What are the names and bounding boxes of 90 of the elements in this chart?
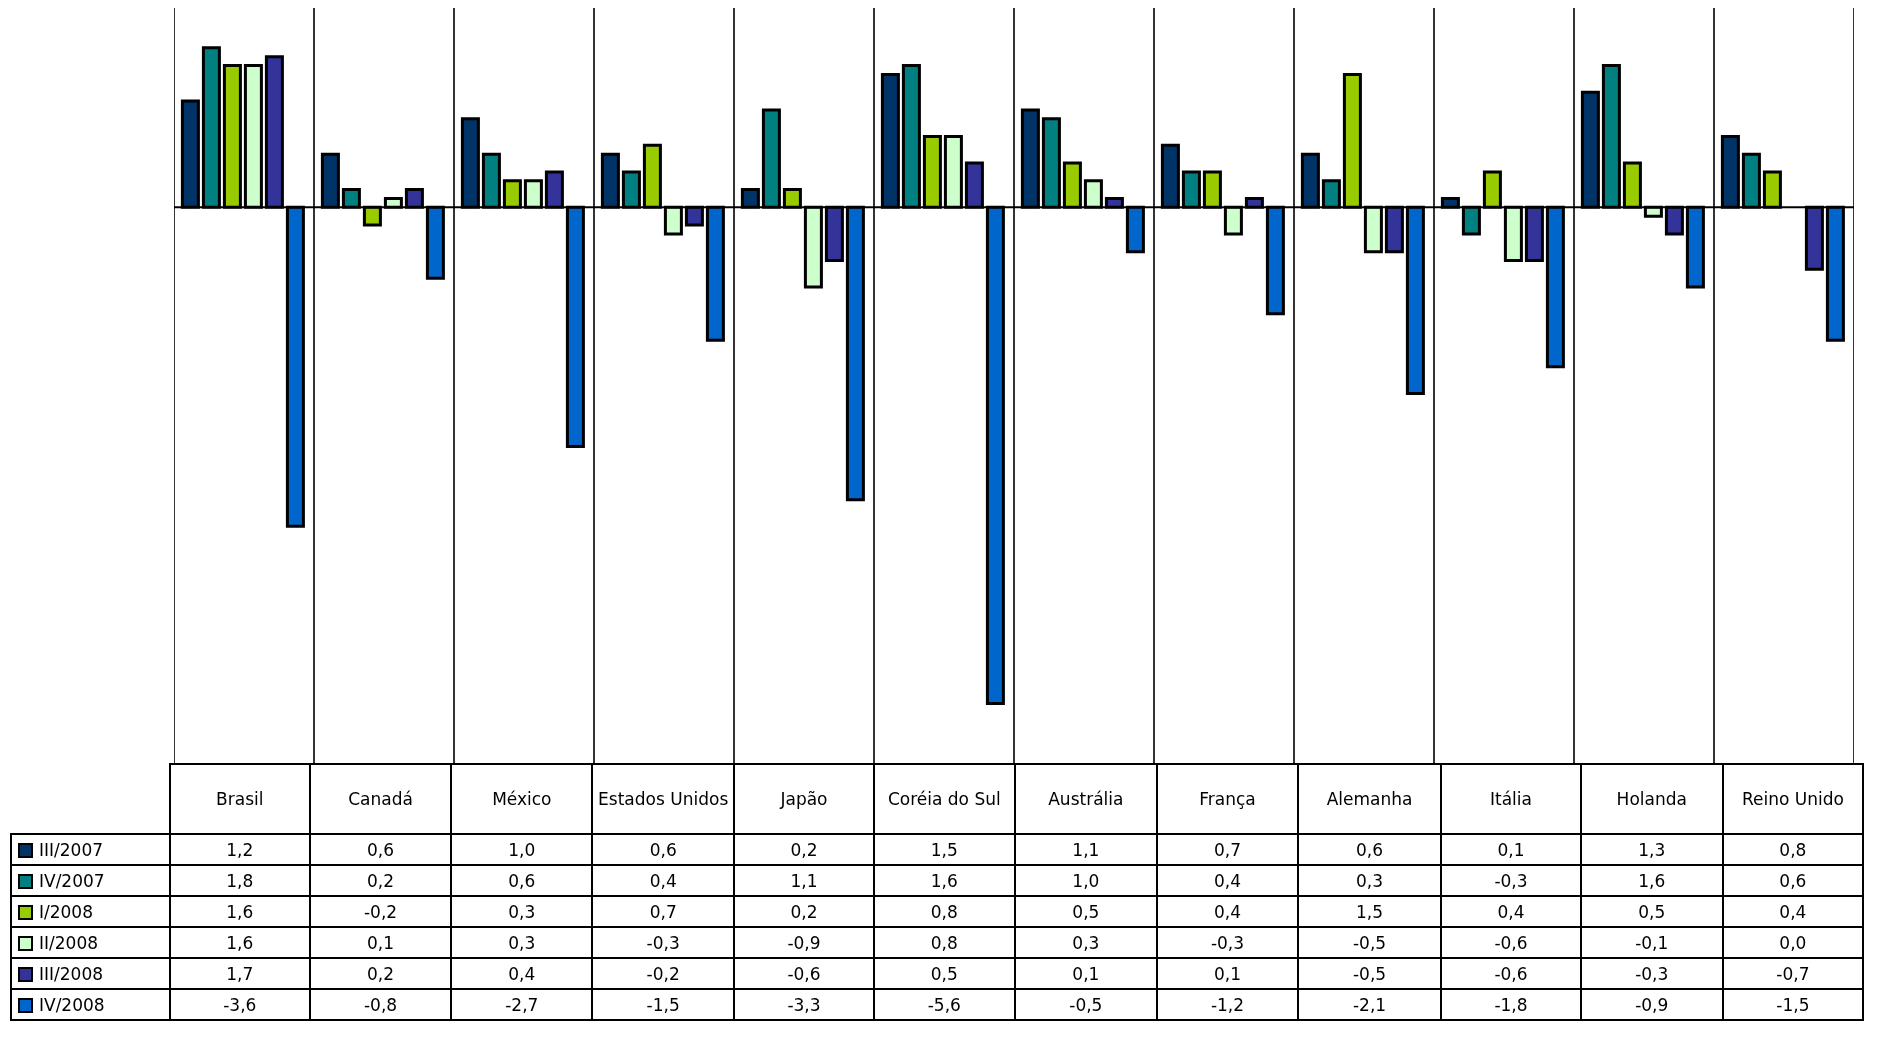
data-label: 0,5 <box>1580 896 1723 927</box>
data-label: -0,8 <box>309 989 452 1020</box>
data-label: 1,5 <box>873 834 1015 865</box>
data-label: -1,5 <box>1722 989 1863 1020</box>
data-label: -3,3 <box>734 989 874 1020</box>
legend-label: IV/2007 <box>39 870 105 891</box>
data-label: -0,9 <box>1580 989 1723 1020</box>
legend-label: I/2008 <box>39 901 94 922</box>
data-label: 0,4 <box>1722 896 1863 927</box>
x-tick-label: Estados Unidos <box>592 764 735 834</box>
data-label: 0,6 <box>592 834 735 865</box>
data-label: 0,8 <box>1722 834 1863 865</box>
legend-label: IV/2008 <box>39 994 105 1015</box>
data-label: 0,2 <box>309 865 452 896</box>
data-label: -0,5 <box>1297 958 1442 989</box>
data-label: 0,5 <box>873 958 1015 989</box>
data-label: -0,5 <box>1014 989 1158 1020</box>
data-label: 1,8 <box>169 865 310 896</box>
data-label: -0,3 <box>1580 958 1723 989</box>
data-label: -0,3 <box>1157 927 1298 958</box>
data-label: 0,2 <box>309 958 452 989</box>
data-label: 0,8 <box>873 896 1015 927</box>
x-tick-label: França <box>1157 764 1298 834</box>
data-label: -1,5 <box>592 989 735 1020</box>
data-label: 1,7 <box>169 958 310 989</box>
x-tick-label: Canadá <box>309 764 452 834</box>
x-tick-label: Reino Unido <box>1722 764 1863 834</box>
data-label: 0,5 <box>1014 896 1158 927</box>
data-label: 0,1 <box>1441 834 1581 865</box>
data-label: 0,4 <box>451 958 593 989</box>
data-label: -0,9 <box>734 927 874 958</box>
x-tick-label: Austrália <box>1014 764 1158 834</box>
data-label: 0,6 <box>1722 865 1863 896</box>
data-label: 0,1 <box>1157 958 1298 989</box>
legend-label: II/2008 <box>39 932 99 953</box>
data-label: -2,7 <box>451 989 593 1020</box>
data-label: 0,4 <box>592 865 735 896</box>
data-label: 1,1 <box>1014 834 1158 865</box>
data-label: 0,7 <box>1157 834 1298 865</box>
data-label: -0,3 <box>592 927 735 958</box>
data-label: -0,1 <box>1580 927 1723 958</box>
data-label: -0,6 <box>1441 958 1581 989</box>
data-label: 1,0 <box>451 834 593 865</box>
data-label: 1,0 <box>1014 865 1158 896</box>
data-label: 0,3 <box>451 927 593 958</box>
data-label: 0,3 <box>1297 865 1442 896</box>
data-label: 1,3 <box>1580 834 1723 865</box>
data-label: 1,6 <box>873 865 1015 896</box>
data-label: -3,6 <box>169 989 310 1020</box>
data-label: -1,2 <box>1157 989 1298 1020</box>
data-label: 0,3 <box>451 896 593 927</box>
data-label: 1,2 <box>169 834 310 865</box>
x-tick-label: Brasil <box>169 764 310 834</box>
data-label: 0,1 <box>1014 958 1158 989</box>
data-label: 1,1 <box>734 865 874 896</box>
x-tick-label: Holanda <box>1580 764 1723 834</box>
data-label: 0,4 <box>1157 896 1298 927</box>
data-label: -0,2 <box>309 896 452 927</box>
data-label: 0,8 <box>873 927 1015 958</box>
data-label: 0,6 <box>309 834 452 865</box>
data-label: 0,1 <box>309 927 452 958</box>
x-tick-label: Alemanha <box>1297 764 1442 834</box>
x-tick-label: Itália <box>1441 764 1581 834</box>
data-label: -5,6 <box>873 989 1015 1020</box>
data-label: -0,6 <box>1441 927 1581 958</box>
data-label: -2,1 <box>1297 989 1442 1020</box>
data-label: 0,3 <box>1014 927 1158 958</box>
data-label: 1,6 <box>1580 865 1723 896</box>
data-label: 1,5 <box>1297 896 1442 927</box>
data-label: -0,2 <box>592 958 735 989</box>
legend-label: III/2007 <box>39 839 104 860</box>
data-label: -0,6 <box>734 958 874 989</box>
data-label: 0,7 <box>592 896 735 927</box>
x-tick-label: Japão <box>734 764 874 834</box>
data-label: -0,3 <box>1441 865 1581 896</box>
data-label: 1,6 <box>169 896 310 927</box>
data-label: 0,4 <box>1157 865 1298 896</box>
data-label: 0,2 <box>734 834 874 865</box>
data-label: 0,4 <box>1441 896 1581 927</box>
data-label: 0,2 <box>734 896 874 927</box>
data-label: -0,5 <box>1297 927 1442 958</box>
legend-label: III/2008 <box>39 963 104 984</box>
data-label: 1,6 <box>169 927 310 958</box>
data-label: 0,6 <box>451 865 593 896</box>
data-label: 0,0 <box>1722 927 1863 958</box>
x-tick-label: Coréia do Sul <box>873 764 1015 834</box>
data-label: 0,6 <box>1297 834 1442 865</box>
data-label: -1,8 <box>1441 989 1581 1020</box>
x-tick-label: México <box>451 764 593 834</box>
data-label: -0,7 <box>1722 958 1863 989</box>
